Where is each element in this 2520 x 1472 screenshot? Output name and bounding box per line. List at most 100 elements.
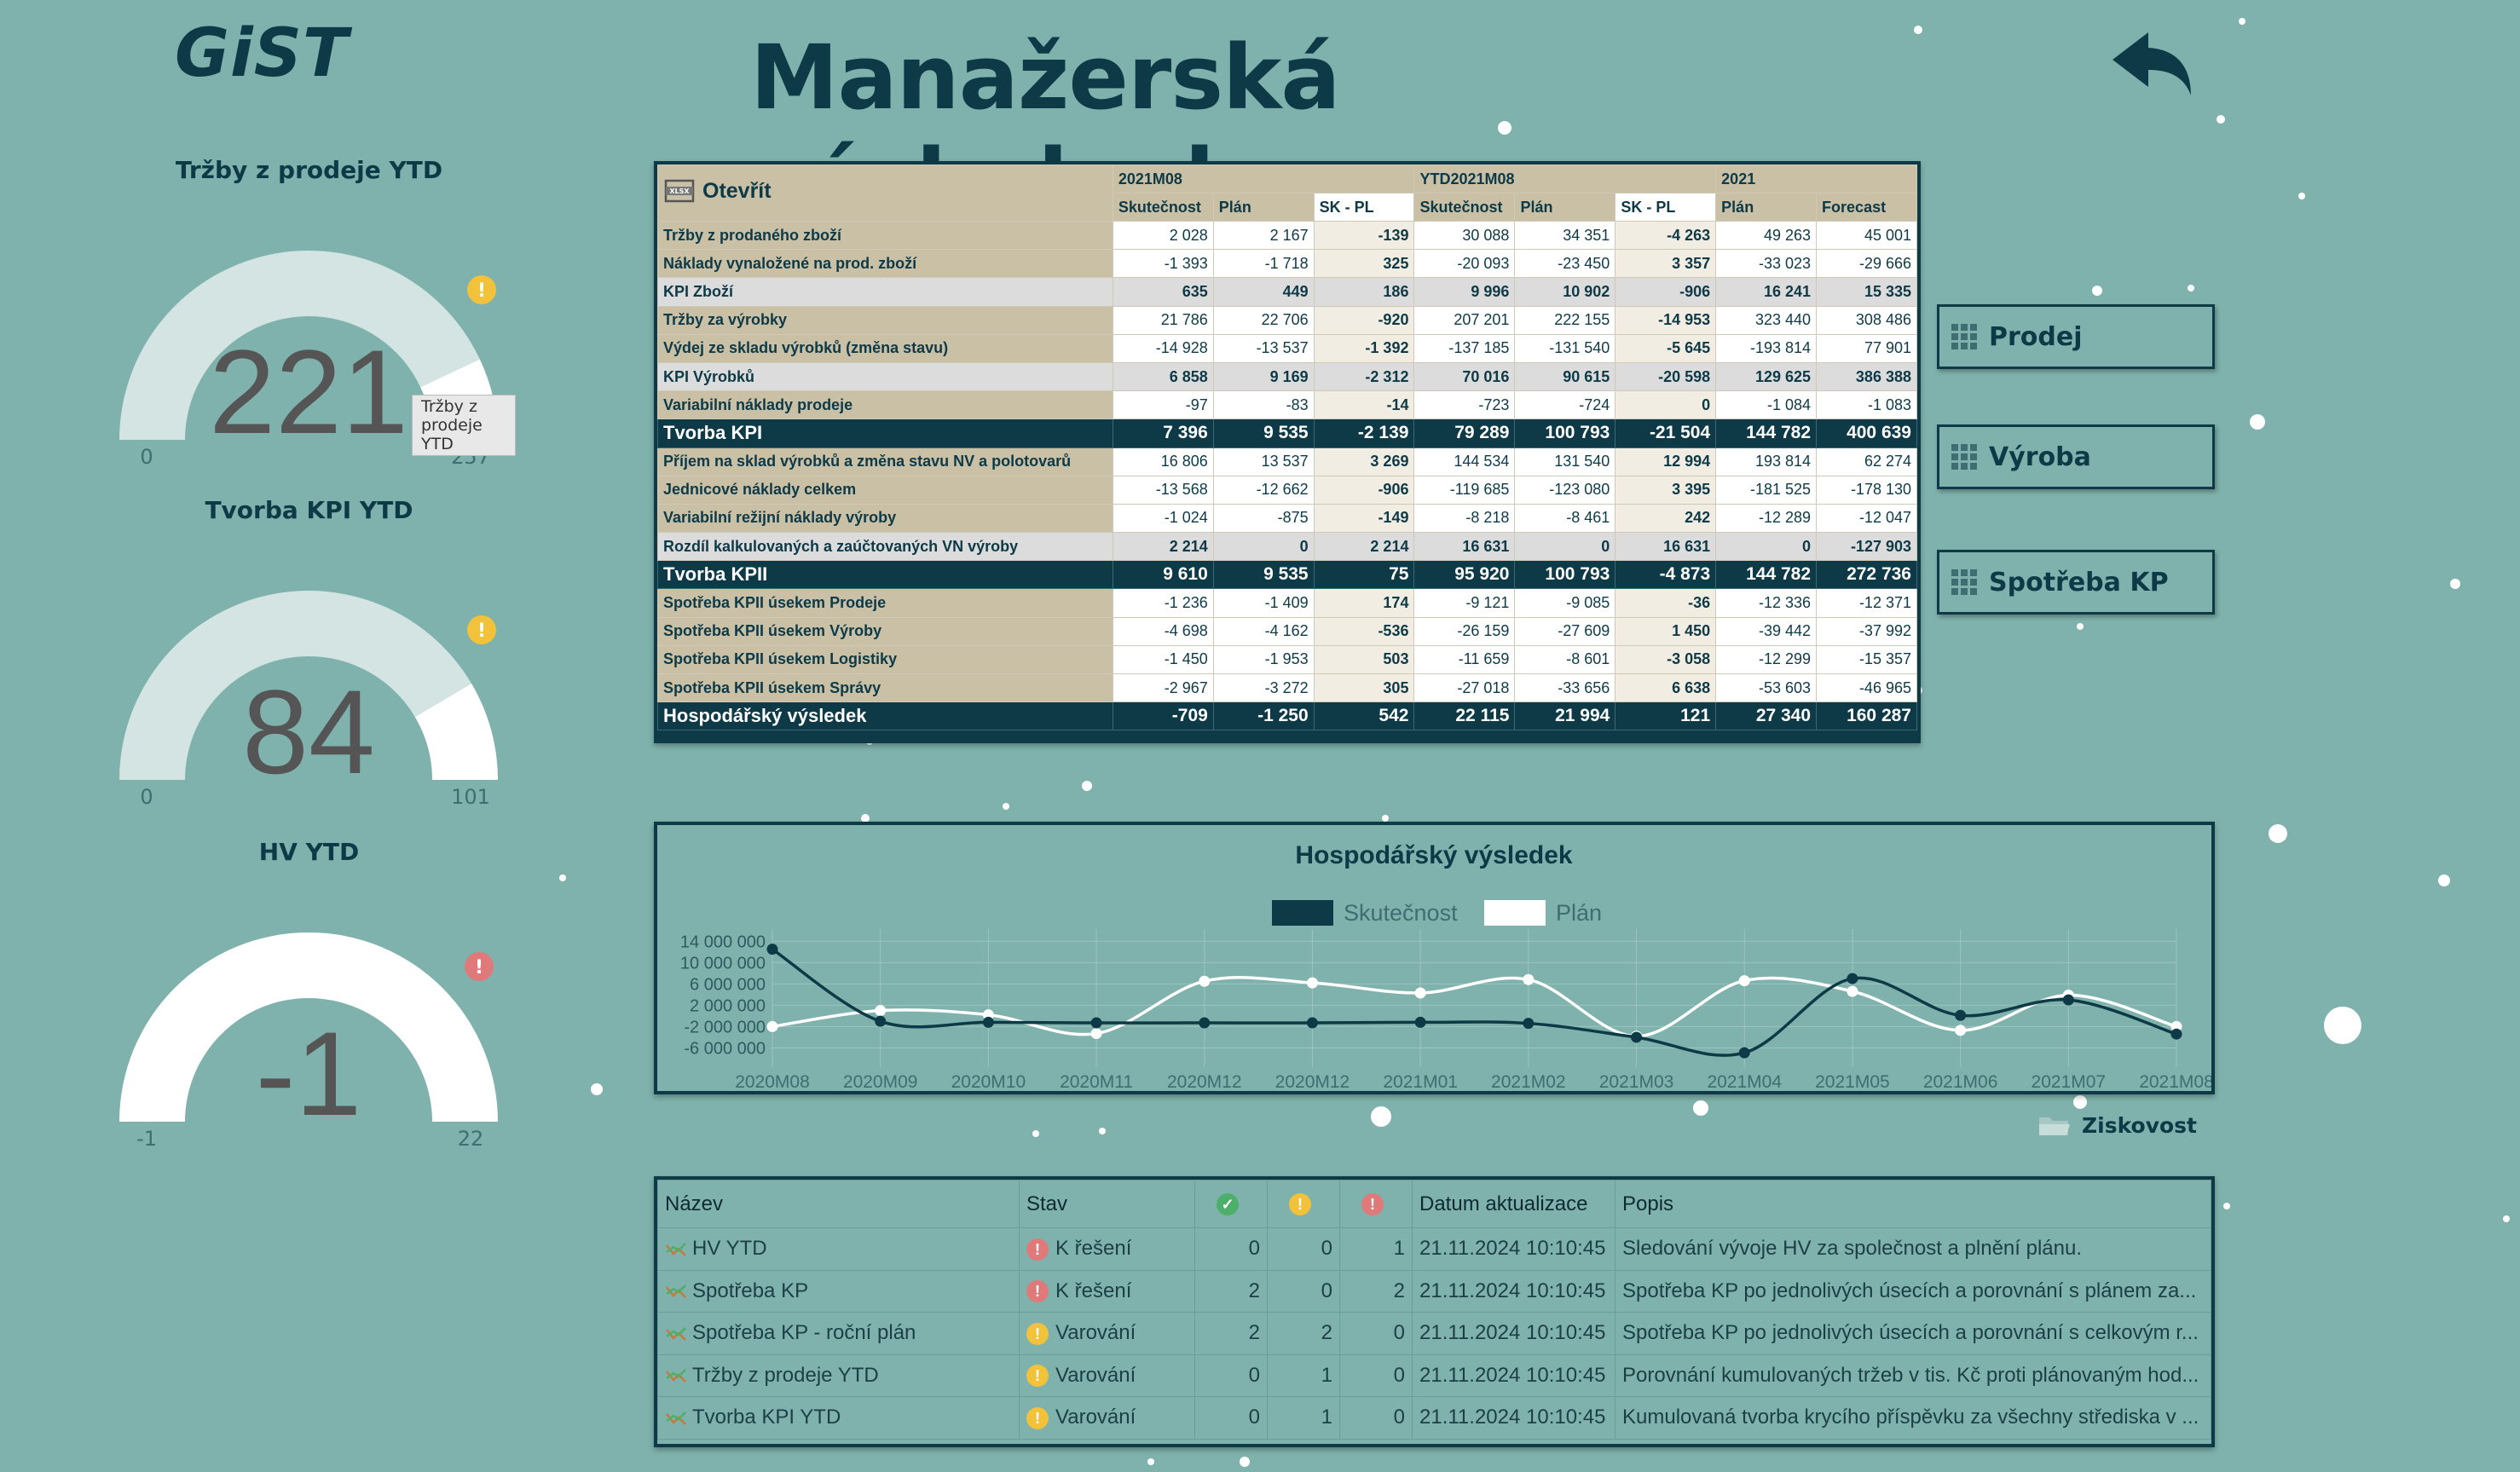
trend-icon xyxy=(666,1369,686,1383)
legend-label[interactable]: Plán xyxy=(1556,900,1602,926)
header-yellow[interactable]: ! xyxy=(1267,1180,1340,1228)
cell-value: -906 xyxy=(1313,475,1415,505)
header-state[interactable]: Stav xyxy=(1019,1180,1195,1228)
cell-value: 272 736 xyxy=(1816,560,1917,590)
header-red[interactable]: ! xyxy=(1339,1180,1413,1228)
list-item[interactable]: Tvorba KPI YTD! Varování 0 1 0 21.11.2024 10:… xyxy=(657,1396,2211,1440)
data-point[interactable] xyxy=(1847,985,1858,997)
legend-label[interactable]: Skutečnost xyxy=(1344,900,1458,926)
data-point[interactable] xyxy=(1306,1017,1318,1029)
data-point[interactable] xyxy=(1199,975,1211,987)
list-item[interactable]: Tržby z prodeje YTD! Varování 0 1 0 21.11.202… xyxy=(657,1354,2211,1397)
data-point[interactable] xyxy=(1523,1018,1535,1030)
cell-value: -536 xyxy=(1313,616,1415,646)
ziskovost-link[interactable]: Ziskovost xyxy=(2037,1112,2197,1138)
cell-value: -36 xyxy=(1615,588,1717,618)
chart-svg: Hospodářský výsledek Skutečnost Plán 14 000… xyxy=(680,841,2211,1091)
data-point[interactable] xyxy=(766,1020,778,1032)
cell-value: -1 450 xyxy=(1112,644,1214,675)
data-point[interactable] xyxy=(1955,1009,1967,1021)
count-yellow: 1 xyxy=(1267,1354,1340,1397)
vyroba-button[interactable]: Výroba xyxy=(1937,424,2215,489)
row-label: Variabilní režijní náklady výroby xyxy=(657,503,1113,534)
data-point[interactable] xyxy=(1955,1025,1967,1036)
icon-glyph: ! xyxy=(477,621,486,642)
cell-value: 144 782 xyxy=(1715,560,1818,590)
item-state: Varování xyxy=(1055,1363,1136,1387)
cell-value: -53 603 xyxy=(1715,673,1818,703)
cell-value: -11 659 xyxy=(1413,644,1516,675)
back-arrow-icon[interactable] xyxy=(2106,26,2199,102)
gauge-min: 0 xyxy=(140,445,153,465)
item-name: Tržby z prodeje YTD xyxy=(692,1363,879,1387)
list-item[interactable]: HV YTD! K řešení 0 0 1 21.11.2024 10:10:45 Sle… xyxy=(657,1227,2211,1271)
data-point[interactable] xyxy=(1847,973,1858,984)
list-item[interactable]: Spotřeba KP - roční plán! Varování 2 2 0 21.1… xyxy=(657,1312,2211,1355)
count-green: 2 xyxy=(1194,1269,1268,1313)
chart-title: Hospodářský výsledek xyxy=(1295,841,1572,869)
cell-value: -131 540 xyxy=(1514,333,1616,363)
data-point[interactable] xyxy=(2062,994,2074,1006)
snowflake xyxy=(2073,1095,2087,1109)
data-point[interactable] xyxy=(1306,977,1318,989)
count-red: 0 xyxy=(1339,1396,1413,1440)
list-item[interactable]: Spotřeba KP! K řešení 2 0 2 21.11.2024 10:10:… xyxy=(657,1269,2211,1313)
group-header: 2021 xyxy=(1715,165,1917,193)
data-point[interactable] xyxy=(1090,1028,1102,1040)
warning-icon xyxy=(467,275,496,304)
data-point[interactable] xyxy=(982,1016,994,1028)
data-point[interactable] xyxy=(1414,987,1426,999)
data-point[interactable] xyxy=(1523,973,1535,985)
gauge-min: 0 xyxy=(140,785,153,805)
snowflake xyxy=(2438,875,2450,886)
data-point[interactable] xyxy=(1199,1017,1211,1029)
item-name: Spotřeba KP xyxy=(692,1279,809,1302)
cell-value: 3 395 xyxy=(1615,475,1717,505)
cell-value: -119 685 xyxy=(1413,475,1516,505)
data-point[interactable] xyxy=(875,1015,887,1027)
cell-value: -193 814 xyxy=(1715,333,1818,363)
open-button[interactable]: XLSX Otevřít xyxy=(663,176,772,205)
header-desc[interactable]: Popis xyxy=(1615,1180,2211,1228)
data-point[interactable] xyxy=(2170,1028,2182,1040)
header-date[interactable]: Datum aktualizace xyxy=(1412,1180,1615,1228)
snowflake xyxy=(2223,1203,2230,1209)
gauge-title: HV YTD xyxy=(258,838,360,866)
data-point[interactable] xyxy=(1414,1016,1426,1028)
spotreba-kp-button[interactable]: Spotřeba KP xyxy=(1937,550,2215,615)
gauge-rest xyxy=(119,932,498,1122)
prodej-button[interactable]: Prodej xyxy=(1937,304,2215,369)
cell-value: -20 093 xyxy=(1413,249,1516,279)
cell-value: 22 706 xyxy=(1212,305,1315,335)
table-row: Hospodářský výsledek -709 -1 250 542 22 115 2… xyxy=(657,701,1917,731)
header-green[interactable]: ✓ xyxy=(1194,1180,1268,1228)
cell-value: -4 698 xyxy=(1112,616,1214,646)
gauge-trzby[interactable]: Tržby z prodeje YTD 2210257! Tržby z pro… xyxy=(102,156,516,465)
cell-value: -12 336 xyxy=(1715,588,1818,618)
cell-value: -1 393 xyxy=(1112,249,1214,279)
data-point[interactable] xyxy=(1738,1047,1750,1059)
gauge-hv[interactable]: HV YTD -1 -1 22! xyxy=(102,838,516,1147)
data-point[interactable] xyxy=(1631,1031,1643,1043)
cell-value: -5 645 xyxy=(1615,333,1717,363)
row-label: Tržby z prodaného zboží xyxy=(657,220,1113,251)
data-point[interactable] xyxy=(1738,975,1750,987)
table-row: Tržby za výrobky 21 786 22 706 -920 207 201 2… xyxy=(657,305,1917,335)
item-date: 21.11.2024 10:10:45 xyxy=(1412,1227,1615,1271)
cell-value: -12 289 xyxy=(1715,503,1818,534)
gauge-tvorba-kpi[interactable]: Tvorba KPI YTD 84 0 101! xyxy=(102,496,516,805)
data-point[interactable] xyxy=(875,1005,887,1017)
x-tick-label: 2021M02 xyxy=(1491,1072,1566,1091)
header-name[interactable]: Název xyxy=(657,1180,1020,1228)
x-tick-label: 2021M05 xyxy=(1815,1072,1890,1091)
snowflake xyxy=(559,875,566,881)
cell-value: -23 450 xyxy=(1514,249,1616,279)
x-tick-label: 2021M07 xyxy=(2032,1072,2107,1091)
data-point[interactable] xyxy=(1090,1017,1102,1029)
data-point[interactable] xyxy=(766,944,778,955)
cell-value: -1 084 xyxy=(1715,390,1818,420)
status-list: Název Stav ✓ ! ! Datum aktualizace Popis… xyxy=(654,1176,2215,1447)
count-yellow: 0 xyxy=(1267,1227,1340,1271)
cell-value: -139 xyxy=(1313,220,1415,251)
cell-value: 30 088 xyxy=(1413,220,1516,251)
